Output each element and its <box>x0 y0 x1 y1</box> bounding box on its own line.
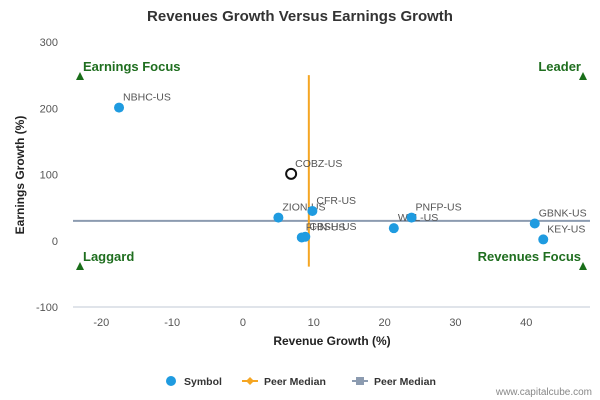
x-tick-label: 0 <box>240 317 246 329</box>
legend-label: Peer Median <box>264 376 326 388</box>
data-point-label: GBNK-US <box>539 208 587 220</box>
legend-item[interactable]: Symbol <box>166 376 222 388</box>
data-point[interactable] <box>300 231 311 242</box>
credit-text: www.capitalcube.com <box>495 387 592 398</box>
data-point[interactable] <box>114 102 125 113</box>
legend-diamond-icon <box>246 377 254 385</box>
legend-square-icon <box>356 377 364 385</box>
quadrant-marker-icon <box>76 262 84 270</box>
y-tick-label: 100 <box>40 170 58 182</box>
quadrant-label-top-left: Earnings Focus <box>83 59 181 74</box>
data-point[interactable] <box>307 205 318 216</box>
data-point-label: KEY-US <box>547 223 585 235</box>
y-tick-label: 0 <box>52 236 58 248</box>
legend-item[interactable]: Peer Median <box>352 376 436 388</box>
data-point[interactable] <box>538 234 549 245</box>
chart-title: Revenues Growth Versus Earnings Growth <box>147 8 453 25</box>
data-point-label: PNFP-US <box>416 202 462 214</box>
y-axis-title: Earnings Growth (%) <box>13 116 27 235</box>
data-point-label: CFR-US <box>316 195 356 207</box>
data-point-label: NBHC-US <box>123 92 171 104</box>
data-point[interactable] <box>529 218 540 229</box>
x-tick-label: 20 <box>378 317 390 329</box>
quadrant-label-bottom-right: Revenues Focus <box>478 249 581 264</box>
highlight-point-label: COBZ-US <box>295 158 342 170</box>
data-point-label: CBSH-US <box>309 221 356 233</box>
legend-label: Peer Median <box>374 376 436 388</box>
highlight-point[interactable] <box>285 167 298 180</box>
data-point[interactable] <box>273 212 284 223</box>
x-tick-label: -20 <box>93 317 109 329</box>
x-tick-label: 10 <box>308 317 320 329</box>
y-tick-label: -100 <box>36 302 58 314</box>
data-point-label: WAL-US <box>398 212 438 224</box>
data-point[interactable] <box>406 212 417 223</box>
y-tick-label: 200 <box>40 103 58 115</box>
quadrant-marker-icon <box>76 72 84 80</box>
legend-circle-icon <box>166 376 176 386</box>
x-tick-label: 30 <box>449 317 461 329</box>
x-axis-title: Revenue Growth (%) <box>273 334 390 348</box>
y-tick-label: 300 <box>40 37 58 49</box>
quadrant-label-top-right: Leader <box>538 59 581 74</box>
data-point[interactable] <box>388 223 399 234</box>
quadrant-marker-icon <box>579 262 587 270</box>
x-tick-label: -10 <box>164 317 180 329</box>
x-tick-label: 40 <box>520 317 532 329</box>
legend-label: Symbol <box>184 376 222 388</box>
quadrant-marker-icon <box>579 72 587 80</box>
quadrant-label-bottom-left: Laggard <box>83 249 134 264</box>
legend-item[interactable]: Peer Median <box>242 376 326 388</box>
data-point-label: FHN-US <box>306 221 346 233</box>
